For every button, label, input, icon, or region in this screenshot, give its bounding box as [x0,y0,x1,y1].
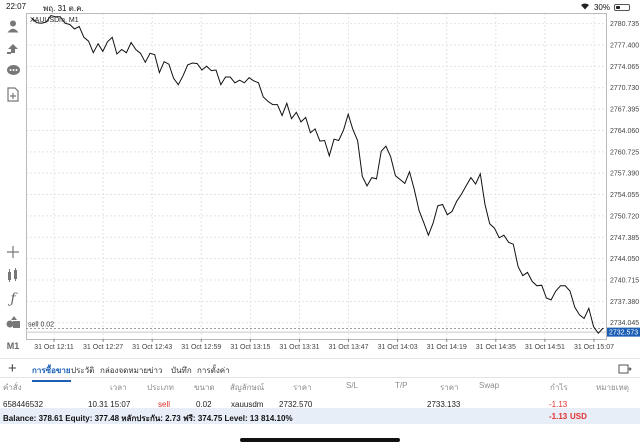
y-tick-label: 2740.715 [610,277,639,284]
column-header-type: ประเภท [147,383,174,392]
column-header-volume: ขนาด [194,383,215,392]
tab-history[interactable]: ประวัติ [71,366,95,375]
balance-summary: Balance: 378.61 Equity: 377.48 หลักประกั… [3,414,293,423]
y-tick-label: 2760.725 [610,149,639,156]
y-tick-label: 2774.065 [610,64,639,71]
trade-icon[interactable] [4,39,22,57]
x-tick-label: 31 Oct 13:31 [279,344,319,351]
x-tick-label: 31 Oct 14:51 [525,344,565,351]
cell-symbol: xauusdm [231,400,264,409]
column-header-open-price: ราคา [293,383,312,392]
y-tick-label: 2747.385 [610,235,639,242]
y-tick-label: 2777.400 [610,43,639,50]
chart-canvas[interactable]: sell 0.02 2780.735 2777.400 2774.065 2770.7… [26,13,640,358]
chat-icon[interactable] [4,62,22,80]
x-axis-ticks: 31 Oct 12:11 31 Oct 12:27 31 Oct 12:43 31 O… [34,339,614,351]
battery-percent: 30% [593,2,610,12]
chart-grid [26,13,606,339]
cell-volume: 0.02 [196,400,212,409]
timeframe-button[interactable]: M1 [6,341,20,351]
tab-trade[interactable]: การซื้อขาย [32,366,71,382]
cell-time: 10.31 15:07 [88,400,131,409]
total-profit: -1.13 [549,412,568,421]
indicators-icon[interactable] [4,266,22,284]
cell-current-price: 2733.133 [427,400,461,409]
x-tick-label: 31 Oct 13:15 [230,344,270,351]
y-tick-label: 2734.045 [610,320,639,327]
x-tick-label: 31 Oct 14:03 [378,344,418,351]
y-tick-label: 2780.735 [610,21,639,28]
plot-frame [26,13,607,340]
cell-open-price: 2732.570 [279,400,313,409]
left-toolbar: ƒ M1 [0,13,26,358]
y-tick-label: 2754.055 [610,192,639,199]
price-series-line [31,15,604,334]
price-chart[interactable]: sell 0.02 2780.735 2777.400 2774.065 2770.7… [26,13,640,358]
y-axis-ticks: 2780.735 2777.400 2774.065 2770.730 2767.395… [610,21,639,327]
wifi-icon [580,2,590,12]
function-icon[interactable]: ƒ [10,291,16,307]
toolbox-tabs: + การซื้อขาย ประวัติ กล่องจดหมาย ข่าว บั… [0,358,640,382]
account-icon[interactable] [4,17,22,35]
crosshair-icon[interactable] [4,243,22,261]
column-header-sl: S/L [346,381,359,390]
status-time: 22:07 [6,2,27,11]
add-order-button[interactable]: + [8,360,17,377]
x-tick-label: 31 Oct 12:27 [83,344,123,351]
column-header-tp: T/P [395,381,408,390]
status-date: พฤ. 31 ต.ค. [43,4,84,13]
cell-profit: -1.13 [549,400,568,409]
trade-table: คำสั่ง เวลา ประเภท ขนาด สัญลักษณ์ ราคา S… [0,378,640,426]
total-profit-currency: USD [570,412,587,421]
y-tick-label: 2744.050 [610,256,639,263]
cell-type: sell [158,400,171,409]
x-tick-label: 31 Oct 14:35 [476,344,516,351]
objects-icon[interactable] [4,313,22,331]
column-header-time: เวลา [110,383,127,392]
x-tick-label: 31 Oct 14:19 [427,344,467,351]
tab-mailbox[interactable]: กล่องจดหมาย [100,366,149,375]
column-header-current-price: ราคา [440,383,459,392]
column-header-order: คำสั่ง [3,383,22,392]
tab-settings[interactable]: การตั้งค่า [197,366,230,375]
order-line-label: sell 0.02 [28,322,54,329]
y-tick-label: 2757.390 [610,171,639,178]
column-header-symbol: สัญลักษณ์ [230,383,265,392]
x-tick-label: 31 Oct 12:43 [132,344,172,351]
cell-order: 658446532 [3,400,44,409]
column-header-profit: กำไร [550,383,568,392]
y-tick-label: 2750.720 [610,213,639,220]
tab-journal[interactable]: บันทึก [171,366,192,375]
x-tick-label: 31 Oct 13:47 [328,344,368,351]
y-tick-label: 2767.395 [610,107,639,114]
x-tick-label: 31 Oct 12:11 [34,344,74,351]
new-document-icon[interactable] [4,85,22,103]
status-bar: 22:07 พฤ. 31 ต.ค. 30% [0,0,640,13]
x-tick-label: 31 Oct 15:07 [574,344,614,351]
y-tick-label: 2764.060 [610,128,639,135]
status-right: 30% [580,2,630,12]
layout-settings-icon[interactable] [618,363,632,375]
current-price-tag [607,327,640,337]
current-price-tag-group: 2732.573 [607,327,640,337]
home-indicator [240,438,400,442]
battery-icon [614,3,630,11]
symbol-label: XAUUSDm, M1 [30,17,79,24]
current-price-tag-text: 2732.573 [609,330,638,337]
tab-news[interactable]: ข่าว [148,366,163,375]
column-header-swap: Swap [479,381,500,390]
order-line-group: sell 0.02 [26,322,606,330]
x-tick-label: 31 Oct 12:59 [181,344,221,351]
y-tick-label: 2770.730 [610,85,639,92]
column-header-comment: หมายเหตุ [596,383,629,392]
balance-bar: Balance: 378.61 Equity: 377.48 หลักประกั… [0,408,640,424]
y-tick-label: 2737.380 [610,299,639,306]
